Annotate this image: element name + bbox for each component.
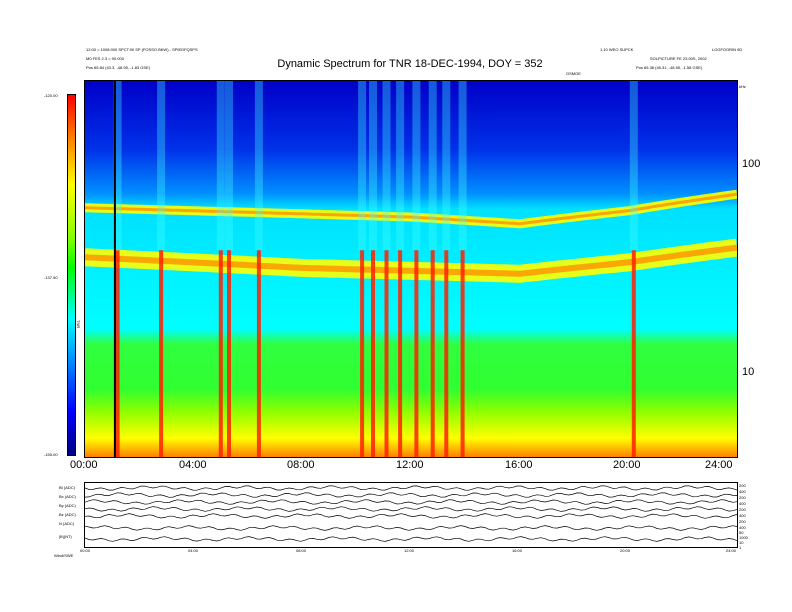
lower-tick-2: 08:00 [296, 548, 307, 553]
burst-glow-10 [428, 81, 437, 251]
lower-tick-1: 04:00 [188, 548, 199, 553]
right-tick-6: 200 [739, 519, 746, 524]
burst-glow-8 [396, 81, 405, 251]
right-tick-10: 10 [739, 540, 744, 545]
time-tick-1: 04:00 [179, 459, 207, 471]
time-tick-6: 24:00 [705, 459, 733, 471]
burst-glow-3 [225, 81, 233, 251]
header-left-line1: 12:00 = 1008:000 SPCT:00 SP (FOSSO BKW) … [86, 47, 198, 52]
row-label-4: N (ADC) [59, 521, 75, 526]
header-right-pos: Pos 65.38 (45.31, -48.55, -1.58 GSE) [636, 65, 703, 70]
right-tick-11: 1 [739, 545, 742, 550]
burst-7 [384, 250, 389, 457]
burst-glow-7 [382, 81, 391, 251]
header-right-line1b: LOGFOORIN 9D [712, 47, 743, 52]
trace-6 [85, 536, 737, 542]
burst-12 [460, 250, 465, 457]
burst-glow-9 [412, 81, 421, 251]
burst-6 [371, 250, 375, 457]
lower-traces-panel [84, 482, 738, 548]
chart-title: Dynamic Spectrum for TNR 18-DEC-1994, DO… [277, 58, 543, 70]
burst-glow-1 [157, 81, 166, 251]
burst-10 [430, 250, 435, 457]
burst-0 [115, 250, 120, 457]
row-label-3: Bz (ADC) [59, 512, 76, 517]
lower-tick-4: 16:00 [512, 548, 523, 553]
right-tick-3: 400 [739, 501, 746, 506]
right-tick-2: 200 [739, 495, 746, 500]
row-label-2: By (ADC) [59, 503, 76, 508]
row-label-5: |B|(NT) [59, 534, 72, 539]
header-left-line2: M0 FES 2.3 = 90.000 [86, 56, 124, 61]
header-left-pos: Pos 65.84 (43.3, -48.95, -1.83 GSE) [86, 65, 151, 70]
lower-tick-6: 24:00 [726, 548, 737, 553]
freq-unit-label: kHz [739, 84, 746, 89]
burst-4 [256, 250, 261, 457]
freq-tick-100: 100 [742, 158, 761, 170]
right-tick-5: 400 [739, 513, 746, 518]
time-tick-3: 12:00 [396, 459, 424, 471]
burst-glow-0 [113, 81, 122, 251]
burst-13 [631, 250, 636, 457]
freq-tick-10: 10 [742, 366, 755, 378]
burst-glow-5 [358, 81, 367, 251]
burst-glow-11 [442, 81, 451, 251]
colorbar-tick-mid: -137.50 [44, 275, 58, 280]
time-tick-5: 20:00 [613, 459, 641, 471]
burst-9 [414, 250, 419, 457]
right-tick-9: 1000 [739, 535, 748, 540]
trace-4 [85, 513, 737, 519]
row-label-0: Bt (ADC) [59, 485, 75, 490]
burst-1 [159, 250, 164, 457]
burst-glow-13 [629, 81, 638, 251]
time-tick-4: 16:00 [505, 459, 533, 471]
spectrogram-plot [84, 80, 738, 458]
colorbar-label: TNR [76, 320, 81, 329]
header-mid-label: GSMOE [566, 71, 581, 76]
burst-3 [227, 250, 231, 457]
burst-11 [444, 250, 449, 457]
lower-tick-3: 12:00 [404, 548, 415, 553]
lower-traces-svg [85, 485, 737, 542]
lower-tick-0: 00:00 [80, 548, 91, 553]
right-tick-0: 200 [739, 483, 746, 488]
row-label-1: Bx (ADC) [59, 494, 76, 499]
time-tick-2: 08:00 [287, 459, 315, 471]
right-tick-1: 400 [739, 489, 746, 494]
marker-line [113, 81, 116, 457]
spectrogram-svg [85, 81, 737, 457]
trace-3 [85, 506, 737, 512]
band-core-0 [85, 192, 737, 226]
burst-glow-2 [216, 81, 225, 251]
right-tick-4: 200 [739, 507, 746, 512]
header-right-line1: 1.10 WEO SUPCK [600, 47, 634, 52]
corner-label: Wind/SWE [54, 553, 74, 558]
color-scale-bar [67, 94, 76, 456]
trace-0 [85, 485, 737, 491]
burst-glow-6 [369, 81, 377, 251]
burst-5 [360, 250, 365, 457]
trace-2 [85, 499, 737, 505]
header-right-line2: SOLPICTURE FE 23.00S, 2002 [650, 56, 707, 61]
lower-tick-5: 20:00 [620, 548, 631, 553]
right-tick-7: 400 [739, 525, 746, 530]
burst-glow-12 [458, 81, 467, 251]
colorbar-tick-bottom: -155.00 [44, 452, 58, 457]
burst-glow-4 [254, 81, 263, 251]
burst-2 [218, 250, 223, 457]
band-core-1 [85, 244, 737, 277]
burst-8 [398, 250, 403, 457]
trace-5 [85, 525, 737, 531]
colorbar-tick-top: -120.00 [44, 93, 58, 98]
right-tick-8: 50 [739, 530, 744, 535]
trace-1 [85, 492, 737, 498]
time-tick-0: 00:00 [70, 459, 98, 471]
